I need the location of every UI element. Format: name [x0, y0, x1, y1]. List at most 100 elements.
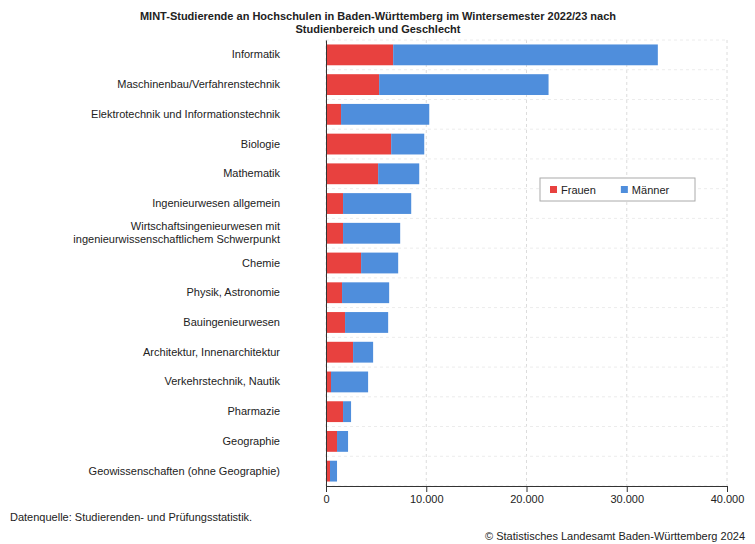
title: MINT-Studierende an Hochschulen in Baden…: [140, 10, 616, 35]
y-tick-label: Wirtschaftsingenieurwesen mitingenieurwi…: [73, 220, 280, 245]
bar-segment: [393, 44, 658, 65]
legend-label: Frauen: [561, 184, 596, 196]
x-tick-mark: [727, 486, 728, 492]
y-tick: Geographie: [223, 435, 327, 447]
grid-line-horizontal: [326, 158, 727, 159]
y-tick: Informatik: [232, 48, 326, 60]
x-tick-label: 40.000: [711, 493, 745, 505]
grid-line-horizontal: [326, 277, 727, 278]
bar-segment: [345, 312, 388, 333]
bar-segment: [361, 253, 398, 274]
bar-segment: [326, 163, 378, 184]
y-tick: Architektur, Innenarchitektur: [143, 346, 326, 358]
grid-line: [727, 40, 728, 486]
y-tick-label: Ingenieurwesen allgemein: [152, 197, 280, 209]
annotation: Datenquelle: Studierenden- und Prüfungss…: [10, 511, 252, 523]
grid-line: [526, 40, 527, 486]
x-axis: 0 10.000 20.000 30.000 40.000: [323, 486, 744, 505]
grid: [326, 40, 727, 486]
bar-segment: [343, 193, 411, 214]
grid-line-horizontal: [326, 367, 727, 368]
grid-line-horizontal: [326, 426, 727, 427]
y-tick: Verkehrstechnik, Nautik: [164, 375, 326, 387]
bar-segment: [341, 104, 429, 125]
plot: 0 10.000 20.000 30.000 40.000 Informatik Masch…: [73, 40, 744, 505]
bar-segment: [326, 342, 353, 363]
y-tick-label: Mathematik: [223, 167, 280, 179]
bar-segment: [326, 44, 393, 65]
legend-swatch: [621, 186, 628, 193]
x-tick-mark: [326, 486, 327, 492]
x-tick-label: 20.000: [510, 493, 544, 505]
x-tick-label: 10.000: [410, 493, 444, 505]
grid-line: [326, 40, 327, 486]
bar-segment: [326, 312, 345, 333]
legend-swatch: [550, 186, 557, 193]
y-tick: Physik, Astronomie: [186, 286, 326, 298]
legend-label: Männer: [632, 184, 670, 196]
y-tick: Pharmazie: [227, 405, 326, 417]
bar-segment: [330, 461, 337, 482]
y-tick: Wirtschaftsingenieurwesen mitingenieurwi…: [73, 220, 326, 245]
bars: [326, 44, 658, 481]
bar-segment: [379, 74, 548, 95]
x-tick-label: 30.000: [610, 493, 644, 505]
bar-segment: [326, 401, 343, 422]
y-tick: Geowissenschaften (ohne Geographie): [89, 465, 326, 477]
grid-line-horizontal: [326, 40, 727, 41]
bar-segment: [326, 134, 391, 155]
bar-segment: [326, 193, 343, 214]
grid-line-horizontal: [326, 218, 727, 219]
bar-segment: [326, 104, 341, 125]
grid-line-horizontal: [326, 99, 727, 100]
x-tick: 20.000: [510, 486, 544, 505]
grid-line-horizontal: [326, 307, 727, 308]
y-tick-label: Biologie: [241, 138, 280, 150]
x-tick-mark: [426, 486, 427, 492]
y-tick-label: Geographie: [223, 435, 281, 447]
x-tick-label: 0: [323, 493, 329, 505]
legend: Frauen Männer: [540, 178, 695, 201]
bar-segment: [326, 431, 337, 452]
bar-segment: [337, 431, 348, 452]
bar-segment: [378, 163, 419, 184]
x-tick: 30.000: [610, 486, 644, 505]
bar-segment: [343, 401, 351, 422]
y-tick: Chemie: [242, 257, 326, 269]
bar-segment: [326, 74, 379, 95]
x-tick: 10.000: [410, 486, 444, 505]
y-tick-label: Elektrotechnik und Informationstechnik: [91, 108, 280, 120]
bar-segment: [326, 253, 361, 274]
bar-segment: [326, 223, 343, 244]
bar-segment: [391, 134, 424, 155]
y-tick: Elektrotechnik und Informationstechnik: [91, 108, 326, 120]
grid-line-horizontal: [326, 248, 727, 249]
annotation: © Statistisches Landesamt Baden-Württemb…: [485, 530, 745, 542]
x-tick-mark: [527, 486, 528, 492]
grid-line-horizontal: [326, 69, 727, 70]
bar-segment: [326, 282, 342, 303]
x-tick: 0: [323, 486, 329, 505]
y-tick-label: Physik, Astronomie: [186, 286, 280, 298]
grid-line-horizontal: [326, 396, 727, 397]
grid-line-horizontal: [326, 456, 727, 457]
y-tick-label: Informatik: [232, 48, 281, 60]
y-tick-label: Pharmazie: [227, 405, 280, 417]
grid-line-horizontal: [326, 337, 727, 338]
bar-segment: [353, 342, 373, 363]
y-tick-label: Maschinenbau/Verfahrenstechnik: [117, 78, 280, 90]
bar-segment: [331, 372, 368, 393]
x-tick: 40.000: [711, 486, 745, 505]
bar-segment: [342, 282, 389, 303]
legend-box: [540, 178, 695, 201]
y-tick: Bauingenieurwesen: [183, 316, 326, 328]
y-tick: Maschinenbau/Verfahrenstechnik: [117, 78, 326, 90]
x-tick-mark: [627, 486, 628, 492]
y-tick: Ingenieurwesen allgemein: [152, 197, 326, 209]
grid-line-horizontal: [326, 129, 727, 130]
y-tick: Mathematik: [223, 167, 326, 179]
y-axis-line: [326, 41, 327, 487]
y-axis: Informatik Maschinenbau/Verfahrenstechnik…: [73, 41, 326, 487]
bar-segment: [343, 223, 400, 244]
y-tick: Biologie: [241, 138, 326, 150]
